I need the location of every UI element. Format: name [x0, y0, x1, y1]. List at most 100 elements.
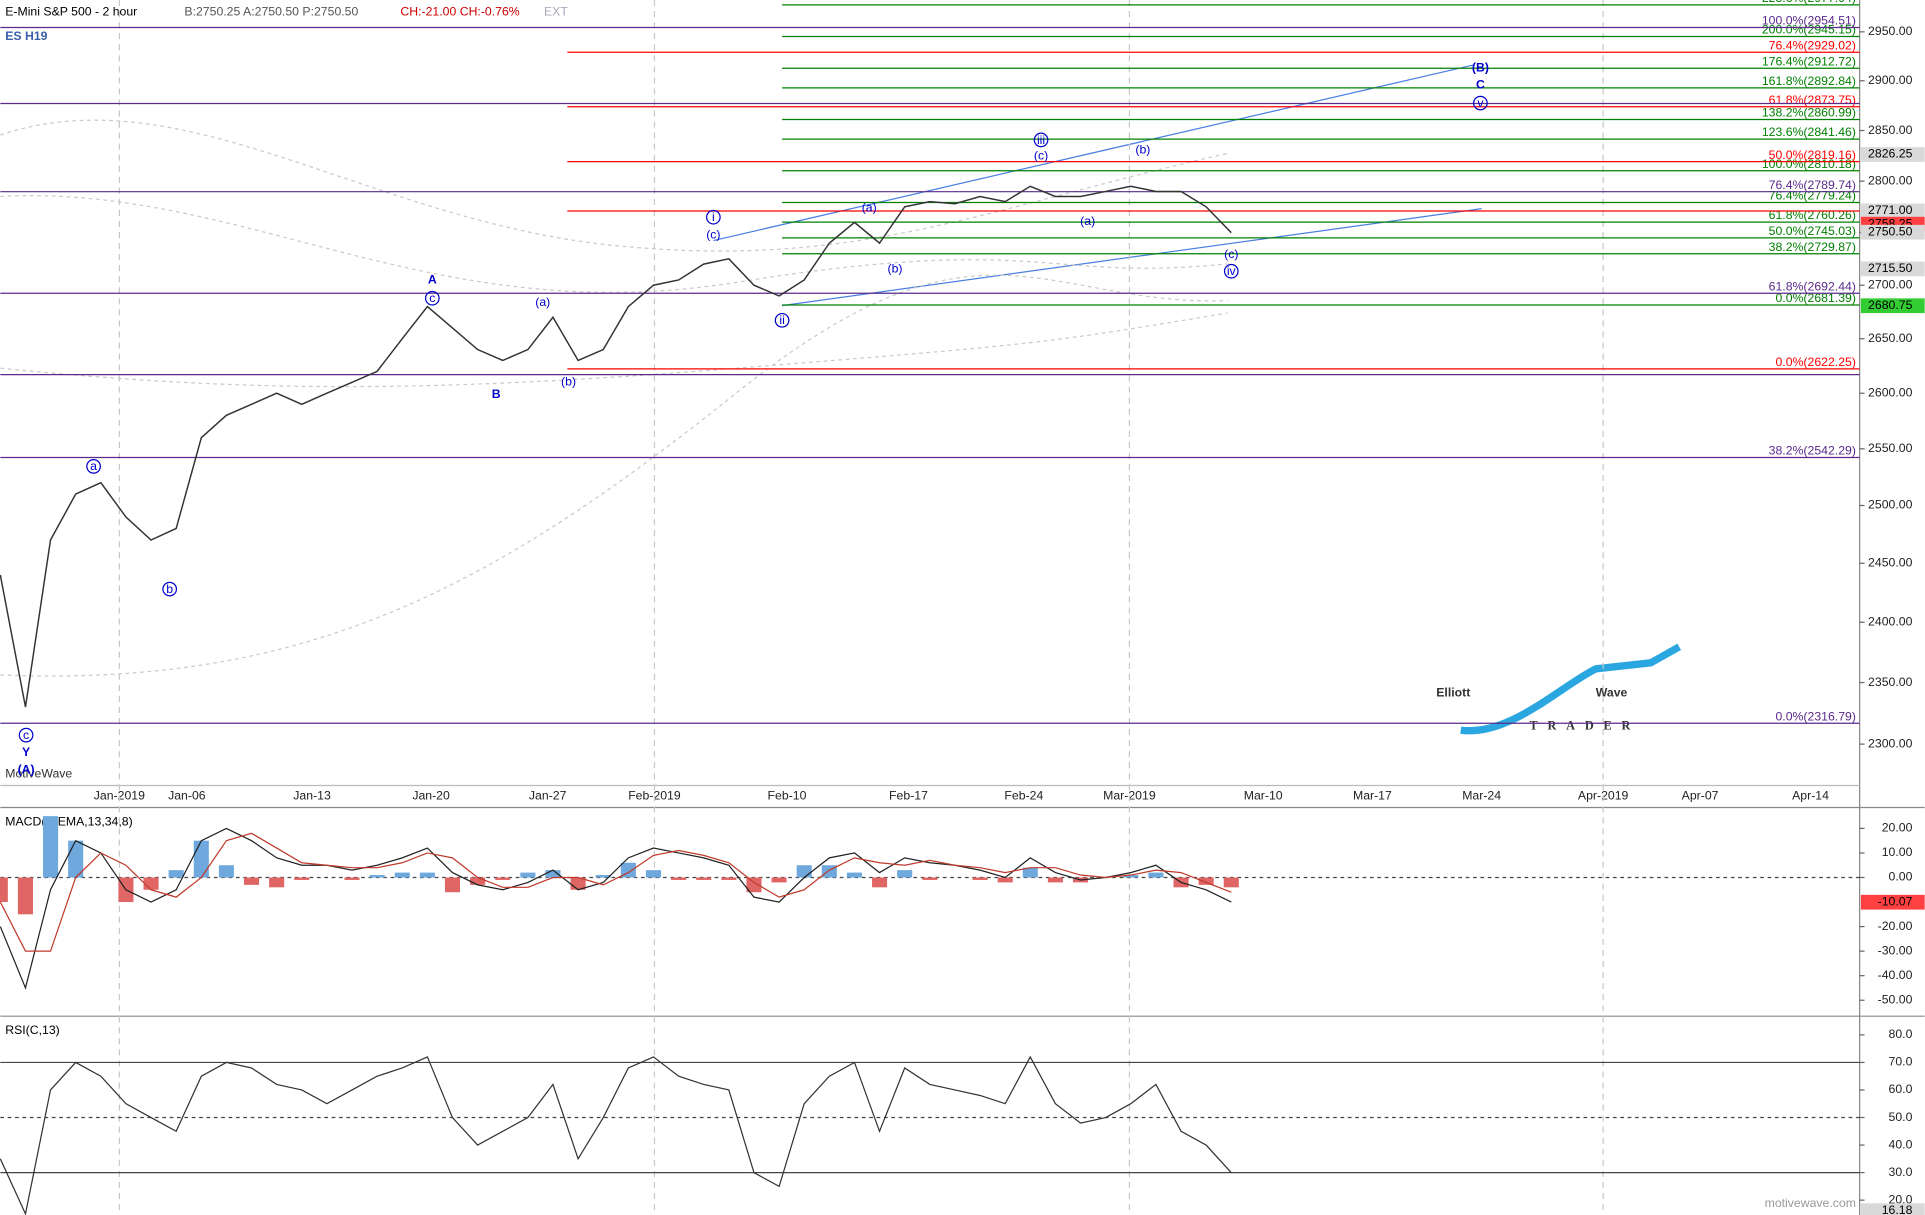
wave-label: c	[23, 728, 29, 742]
y-tick-label: 2550.00	[1868, 441, 1913, 455]
histogram-bar	[1022, 867, 1038, 878]
wave-label: i	[712, 210, 715, 224]
x-tick-label: Apr-14	[1792, 789, 1829, 803]
fib-label: 50.0%(2745.03)	[1769, 224, 1856, 238]
histogram-bar	[746, 877, 762, 893]
histogram-bar	[846, 872, 862, 878]
y-tick-label: 2800.00	[1868, 173, 1913, 187]
y-tick-label: 20.0	[1889, 1192, 1913, 1206]
fib-label: 161.8%(2892.84)	[1762, 74, 1856, 88]
histogram-bar	[369, 875, 385, 878]
y-tick-label: 40.0	[1889, 1137, 1913, 1151]
histogram-bar	[344, 877, 360, 880]
symbol: ES H19	[5, 29, 47, 43]
wave-label: (b)	[561, 375, 576, 389]
wave-circle	[1033, 132, 1049, 148]
band-line	[0, 274, 1228, 677]
histogram-bar	[1148, 872, 1164, 878]
histogram-bar	[545, 870, 561, 878]
histogram-bar	[143, 877, 159, 890]
wave-label: (a)	[1080, 214, 1095, 228]
x-tick-label: Jan-27	[529, 789, 567, 803]
fib-label: 61.8%(2873.75)	[1769, 93, 1856, 107]
wave-circle	[424, 290, 440, 306]
wave-label: (c)	[706, 227, 720, 241]
histogram-bar	[897, 870, 913, 878]
histogram-bar	[68, 840, 84, 878]
histogram-bar	[972, 877, 988, 880]
fib-label: 123.6%(2841.46)	[1762, 125, 1856, 139]
panel-title: MACD(C,EMA,13,34,8)	[5, 815, 132, 829]
histogram-bar	[997, 877, 1013, 883]
histogram-bar	[520, 872, 536, 878]
y-tick-label: 2950.00	[1868, 24, 1913, 38]
y-tick-label: -50.00	[1878, 992, 1913, 1006]
wave-label: C	[1476, 78, 1485, 92]
price-tag	[1860, 224, 1925, 240]
trend-line	[782, 208, 1482, 307]
band-line	[0, 119, 1228, 252]
price-line	[0, 185, 1232, 708]
y-tick-label: -20.00	[1878, 919, 1913, 933]
y-tick-label: 2700.00	[1868, 277, 1913, 291]
x-tick-label: Feb-10	[768, 789, 807, 803]
y-tick-label: 30.0	[1889, 1165, 1913, 1179]
wave-label: ii	[779, 313, 784, 327]
histogram-bar	[495, 877, 511, 880]
y-tick-label: 2400.00	[1868, 615, 1913, 629]
x-tick-label: Feb-17	[889, 789, 928, 803]
wave-label: (b)	[1135, 143, 1150, 157]
fib-label: 76.4%(2929.02)	[1769, 38, 1856, 52]
wave-circle	[18, 727, 34, 743]
histogram-bar	[595, 875, 611, 878]
wave-label: (b)	[888, 262, 903, 276]
histogram-bar	[645, 870, 662, 878]
wave-label: (c)	[1224, 247, 1238, 261]
panel-title: RSI(C,13)	[5, 1023, 60, 1037]
histogram-bar	[193, 840, 209, 878]
price-tag-label: 2680.75	[1868, 298, 1913, 312]
fib-label: 0.0%(2622.25)	[1775, 355, 1855, 369]
y-tick-label: 2650.00	[1868, 331, 1913, 345]
price-tag-label: 2826.25	[1868, 147, 1913, 161]
y-tick-label: 2900.00	[1868, 73, 1913, 87]
fib-label: 100.0%(2954.51)	[1762, 14, 1856, 28]
band-line	[0, 195, 1228, 293]
logo-wave: Wave	[1596, 686, 1628, 700]
fib-label: 76.4%(2789.74)	[1769, 178, 1856, 192]
y-tick-label: 2450.00	[1868, 556, 1913, 570]
y-tick-label: 2350.00	[1868, 675, 1913, 689]
price-tag-label: 2715.50	[1868, 261, 1913, 275]
y-tick-label: 20.00	[1882, 821, 1913, 835]
wave-label: a	[90, 459, 97, 473]
fib-label: 176.4%(2912.72)	[1762, 54, 1856, 68]
price-tag-label: 2750.50	[1868, 224, 1913, 238]
price-tag-label: 16.18	[1882, 1203, 1913, 1215]
histogram-bar	[771, 877, 787, 883]
wave-label: (B)	[1472, 60, 1489, 74]
instrument: E-Mini S&P 500 - 2 hour	[5, 5, 137, 19]
x-tick-label: Mar-10	[1244, 789, 1283, 803]
macd-line	[0, 832, 1232, 952]
footer: motivewave.com	[1765, 1196, 1856, 1210]
price-tag-label: -10.07	[1878, 894, 1913, 908]
quote: B:2750.25 A:2750.50 P:2750.50	[184, 5, 358, 19]
histogram-bar	[721, 877, 737, 880]
y-tick-label: 2500.00	[1868, 498, 1913, 512]
histogram-bar	[0, 877, 8, 903]
change: CH:-21.00 CH:-0.76%	[400, 5, 519, 19]
watermark: MotiveWave	[5, 767, 72, 781]
fib-label: 100.0%(2810.18)	[1762, 157, 1856, 171]
histogram-bar	[470, 877, 486, 885]
x-tick-label: Jan-06	[168, 789, 206, 803]
logo-trader: TRADER	[1530, 718, 1641, 732]
wave-label: (a)	[535, 295, 550, 309]
wave-label: (c)	[1034, 149, 1048, 163]
wave-circle	[1223, 263, 1239, 279]
fib-label: 0.0%(2681.39)	[1775, 291, 1855, 305]
fib-label: 61.8%(2760.26)	[1769, 208, 1856, 222]
histogram-bar	[922, 877, 938, 880]
histogram-bar	[696, 877, 712, 880]
